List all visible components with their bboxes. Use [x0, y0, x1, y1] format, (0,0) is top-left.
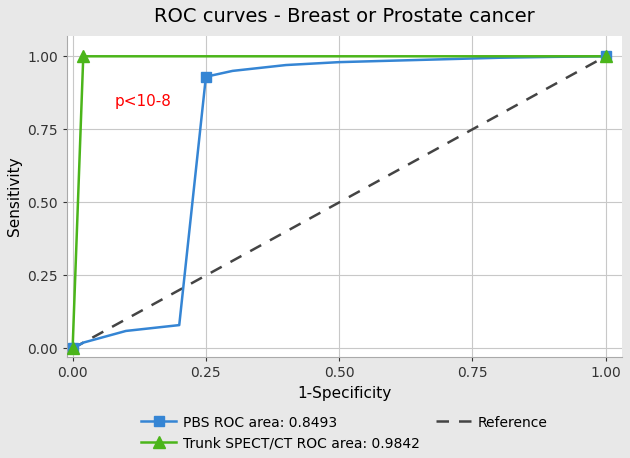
Text: p<10-8: p<10-8	[115, 94, 171, 109]
X-axis label: 1-Specificity: 1-Specificity	[297, 386, 392, 401]
Title: ROC curves - Breast or Prostate cancer: ROC curves - Breast or Prostate cancer	[154, 7, 535, 26]
Y-axis label: Sensitivity: Sensitivity	[7, 157, 22, 236]
Legend: PBS ROC area: 0.8493, Trunk SPECT/CT ROC area: 0.9842, Reference: PBS ROC area: 0.8493, Trunk SPECT/CT ROC…	[141, 415, 548, 451]
